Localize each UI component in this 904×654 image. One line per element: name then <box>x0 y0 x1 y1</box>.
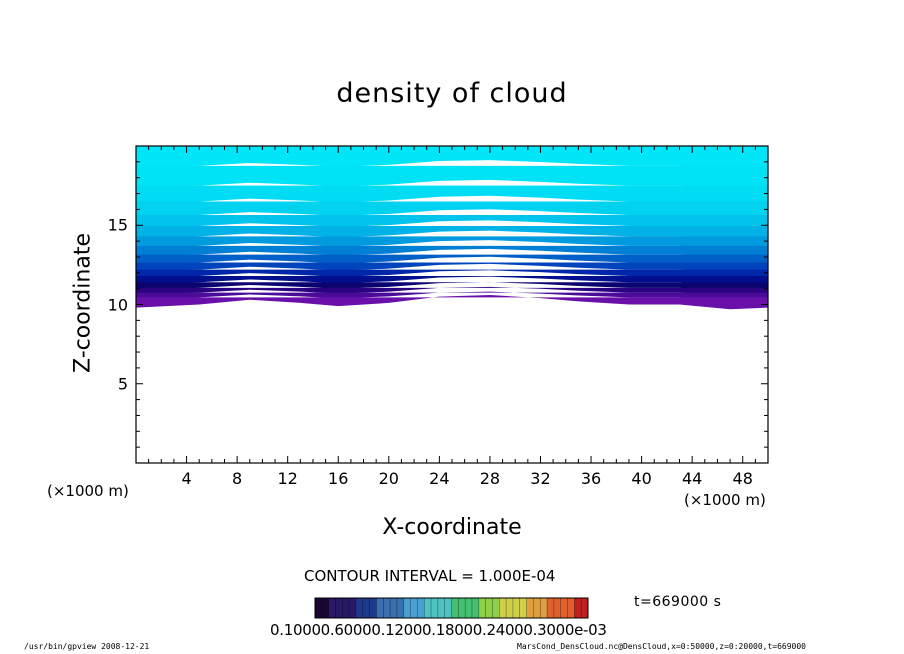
colorbar-border <box>314 597 589 619</box>
density-band <box>136 262 768 273</box>
time-label: t=669000 s <box>634 594 722 610</box>
colorbar-swatch <box>471 598 480 618</box>
density-band <box>136 236 768 249</box>
colorbar-swatch <box>328 598 336 618</box>
colorbar-swatch <box>383 598 391 618</box>
colorbar-swatch <box>403 598 411 618</box>
density-band <box>136 245 768 258</box>
colorbar-swatch <box>465 598 473 618</box>
colorbar-swatch <box>321 598 330 618</box>
colorbar-swatch <box>547 598 555 618</box>
footer-right: MarsCond_DensCloud.nc@DensCloud,x=0:5000… <box>517 642 806 651</box>
y-tick-label: 15 <box>107 215 128 235</box>
colorbar-swatch <box>553 598 562 618</box>
x-axis-label: X-coordinate <box>382 515 522 540</box>
x-tick-label: 36 <box>580 469 602 488</box>
colorbar-swatch <box>369 598 377 618</box>
colorbar-swatch <box>342 598 350 618</box>
y-tick-label: 5 <box>117 374 128 394</box>
colorbar-swatch <box>437 598 446 618</box>
x-tick-label: 28 <box>479 469 501 488</box>
colorbar-swatch <box>492 598 500 618</box>
colorbar-swatch <box>533 598 541 618</box>
density-field <box>136 146 768 310</box>
density-band <box>136 291 768 301</box>
colorbar-swatch <box>451 598 459 618</box>
chart-title: density of cloud <box>336 78 568 109</box>
x-tick-label: 4 <box>181 469 192 488</box>
x-tick-label: 8 <box>232 469 243 488</box>
colorbar-swatch <box>362 598 370 618</box>
footer-left: /usr/bin/gpview 2008-12-21 <box>24 642 150 651</box>
colorbar-swatch <box>390 598 398 618</box>
colorbar-swatch <box>376 598 384 618</box>
colorbar-swatch <box>512 598 521 618</box>
colorbar-swatch <box>355 598 364 618</box>
density-band <box>136 185 768 205</box>
density-band <box>136 165 768 189</box>
colorbar-swatch <box>526 598 534 618</box>
y-tick-label: 10 <box>107 295 128 314</box>
colorbar-swatch <box>499 598 507 618</box>
x-tick-label: 48 <box>732 469 753 488</box>
colorbar <box>314 597 589 619</box>
x-tick-label: 32 <box>530 469 551 488</box>
axis-ticks <box>136 146 768 463</box>
x-unit-right: (×1000 m) <box>684 491 766 509</box>
colorbar-swatch <box>424 598 432 618</box>
x-tick-label: 24 <box>429 469 450 488</box>
colorbar-swatch <box>349 598 357 618</box>
colorbar-swatch <box>458 598 466 618</box>
x-tick-label: 20 <box>378 469 399 488</box>
density-band <box>136 226 768 240</box>
colorbar-swatch <box>485 598 493 618</box>
colorbar-swatch <box>478 598 487 618</box>
y-axis-label: Z-coordinate <box>70 233 96 373</box>
colorbar-swatch <box>519 598 527 618</box>
density-band <box>136 269 768 279</box>
density-band <box>136 286 768 296</box>
density-band <box>136 254 768 266</box>
colorbar-swatch <box>431 598 439 618</box>
x-tick-label: 40 <box>631 469 652 488</box>
colorbar-swatch <box>417 598 425 618</box>
colorbar-swatch <box>574 598 582 618</box>
density-band <box>136 282 768 291</box>
density-band <box>136 146 768 169</box>
x-unit-left: (×1000 m) <box>47 482 129 500</box>
x-tick-label: 12 <box>277 469 298 488</box>
contour-interval: CONTOUR INTERVAL = 1.000E-04 <box>304 567 556 585</box>
colorbar-swatch <box>567 598 575 618</box>
colorbar-swatch <box>581 598 589 618</box>
colorbar-swatch <box>444 598 452 618</box>
density-band <box>136 201 768 218</box>
colorbar-tick-labels: 0.10000.60000.12000.18000.24000.3000e-03 <box>270 621 607 639</box>
x-tick-label: 44 <box>681 469 703 488</box>
colorbar-swatch <box>540 598 548 618</box>
density-band <box>136 214 768 229</box>
colorbar-swatch <box>315 598 323 618</box>
colorbar-swatch <box>410 598 418 618</box>
density-band <box>136 294 768 310</box>
colorbar-swatch <box>396 598 405 618</box>
density-band <box>136 275 768 286</box>
colorbar-swatch <box>335 598 343 618</box>
x-tick-label: 16 <box>328 469 349 488</box>
colorbar-swatch <box>506 598 514 618</box>
colorbar-swatch <box>560 598 568 618</box>
